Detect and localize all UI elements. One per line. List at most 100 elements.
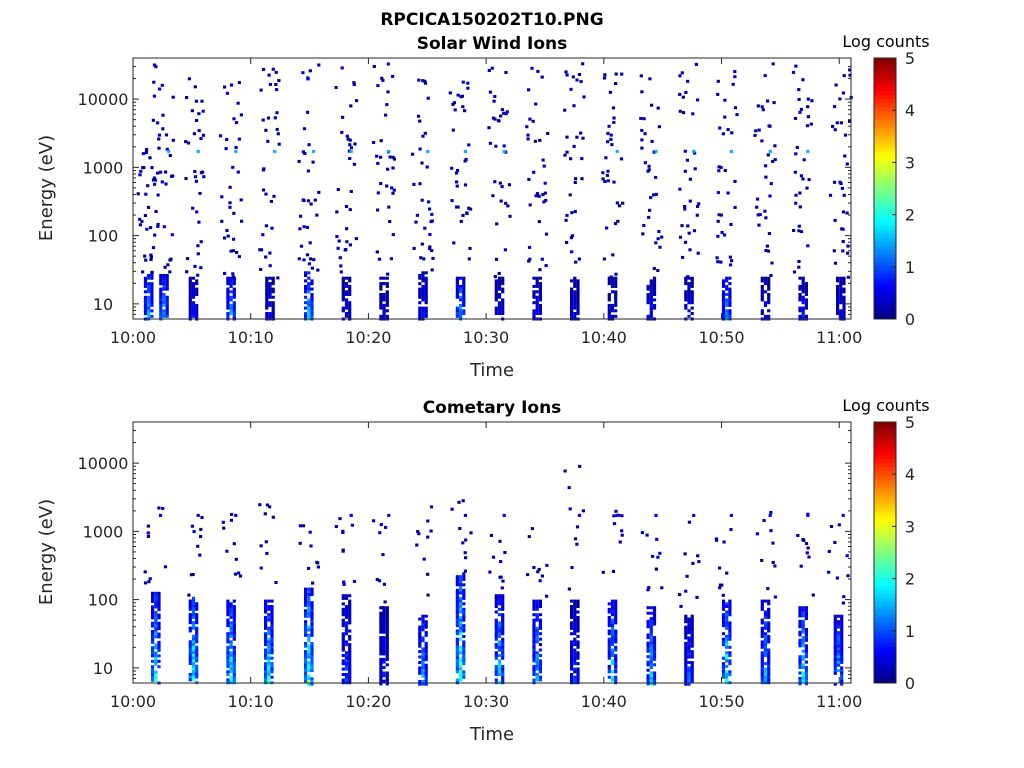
heatmap-cell [232, 610, 236, 614]
heatmap-cell [801, 284, 805, 288]
heatmap-cell [186, 141, 191, 145]
heatmap-cell [573, 303, 577, 307]
heatmap-cell [575, 78, 579, 82]
colorbar-segment [874, 544, 896, 549]
heatmap-cell [188, 282, 192, 286]
heatmap-cell [462, 635, 466, 639]
heatmap-cell [733, 179, 737, 183]
heatmap-cell [310, 642, 314, 646]
heatmap-cell [652, 657, 657, 661]
heatmap-cell [424, 652, 428, 656]
colorbar-segment [874, 483, 896, 488]
heatmap-cell [685, 158, 689, 162]
heatmap-cell [840, 614, 844, 618]
heatmap-cell [721, 632, 726, 636]
heatmap-cell [649, 641, 653, 645]
heatmap-cell [839, 293, 843, 297]
heatmap-cell [538, 659, 542, 663]
heatmap-cell [424, 682, 428, 686]
y-tick-label: 10000 [78, 454, 129, 473]
heatmap-cell [310, 303, 314, 307]
heatmap-cell [494, 312, 498, 316]
heatmap-cell [389, 257, 393, 261]
heatmap-cell [226, 613, 230, 617]
heatmap-cell [307, 647, 311, 651]
heatmap-cell [154, 65, 158, 69]
heatmap-cell [270, 634, 274, 638]
heatmap-cell [348, 651, 352, 655]
heatmap-cell [833, 671, 837, 675]
heatmap-cell [229, 613, 233, 617]
heatmap-cell [658, 551, 662, 555]
heatmap-cell [836, 306, 840, 310]
heatmap-cell [382, 614, 386, 618]
heatmap-cell [798, 630, 802, 634]
heatmap-cell [728, 634, 732, 638]
heatmap-cell [164, 182, 168, 186]
heatmap-cell [267, 651, 271, 655]
heatmap-cell [145, 148, 149, 152]
colorbar-segment [874, 466, 896, 472]
heatmap-cell [143, 295, 148, 299]
heatmap-cell [538, 276, 542, 280]
heatmap-cell [683, 552, 687, 556]
heatmap-cell [199, 266, 203, 270]
heatmap-cell [801, 279, 805, 283]
heatmap-cell [843, 154, 847, 158]
heatmap-cell [687, 287, 691, 291]
colorbar-segment [874, 503, 896, 509]
heatmap-cell [684, 674, 688, 678]
heatmap-cell [503, 248, 507, 252]
heatmap-cell [158, 513, 163, 517]
heatmap-cell [344, 615, 349, 619]
heatmap-cell [687, 520, 691, 524]
heatmap-cell [498, 181, 502, 185]
heatmap-cell [725, 301, 729, 305]
heatmap-cell [307, 655, 311, 659]
heatmap-cell [191, 284, 196, 288]
heatmap-cell [421, 617, 425, 621]
colorbar-segment [874, 229, 896, 234]
heatmap-cell [421, 312, 425, 316]
heatmap-cell [188, 312, 192, 316]
heatmap-cell [576, 610, 580, 614]
heatmap-cell [501, 648, 505, 652]
heatmap-cell [767, 662, 771, 666]
heatmap-cell [348, 615, 352, 619]
heatmap-cell [226, 599, 230, 603]
heatmap-cell [307, 674, 311, 678]
heatmap-cell [193, 170, 197, 174]
heatmap-cell [226, 287, 230, 291]
heatmap-cell [501, 654, 505, 658]
heatmap-cell [497, 643, 502, 647]
colorbar-segment [874, 507, 896, 513]
heatmap-cell [188, 287, 192, 291]
heatmap-cell [191, 653, 196, 657]
heatmap-cell [843, 133, 848, 137]
heatmap-cell [273, 116, 277, 120]
heatmap-cell [649, 309, 653, 313]
heatmap-cell [835, 576, 839, 580]
x-tick-label: 10:30 [463, 692, 509, 711]
heatmap-cell [573, 615, 577, 619]
heatmap-cell [385, 617, 389, 621]
heatmap-cell [418, 633, 422, 637]
heatmap-cell [601, 570, 605, 574]
heatmap-cell [610, 309, 615, 313]
heatmap-cell [232, 613, 236, 617]
heatmap-cell [840, 674, 844, 678]
heatmap-cell [535, 659, 539, 663]
heatmap-cell [811, 593, 815, 597]
colorbar-segment [874, 617, 896, 623]
heatmap-cell [807, 178, 811, 182]
heatmap-cell [654, 241, 658, 245]
heatmap-cell [685, 574, 689, 578]
heatmap-cell [270, 629, 274, 633]
heatmap-cell [162, 314, 166, 318]
colorbar-segment [874, 581, 896, 586]
heatmap-cell [767, 610, 771, 614]
heatmap-cell [842, 279, 846, 283]
heatmap-cell [686, 79, 690, 83]
heatmap-cell [506, 204, 510, 208]
heatmap-cell [310, 661, 314, 665]
